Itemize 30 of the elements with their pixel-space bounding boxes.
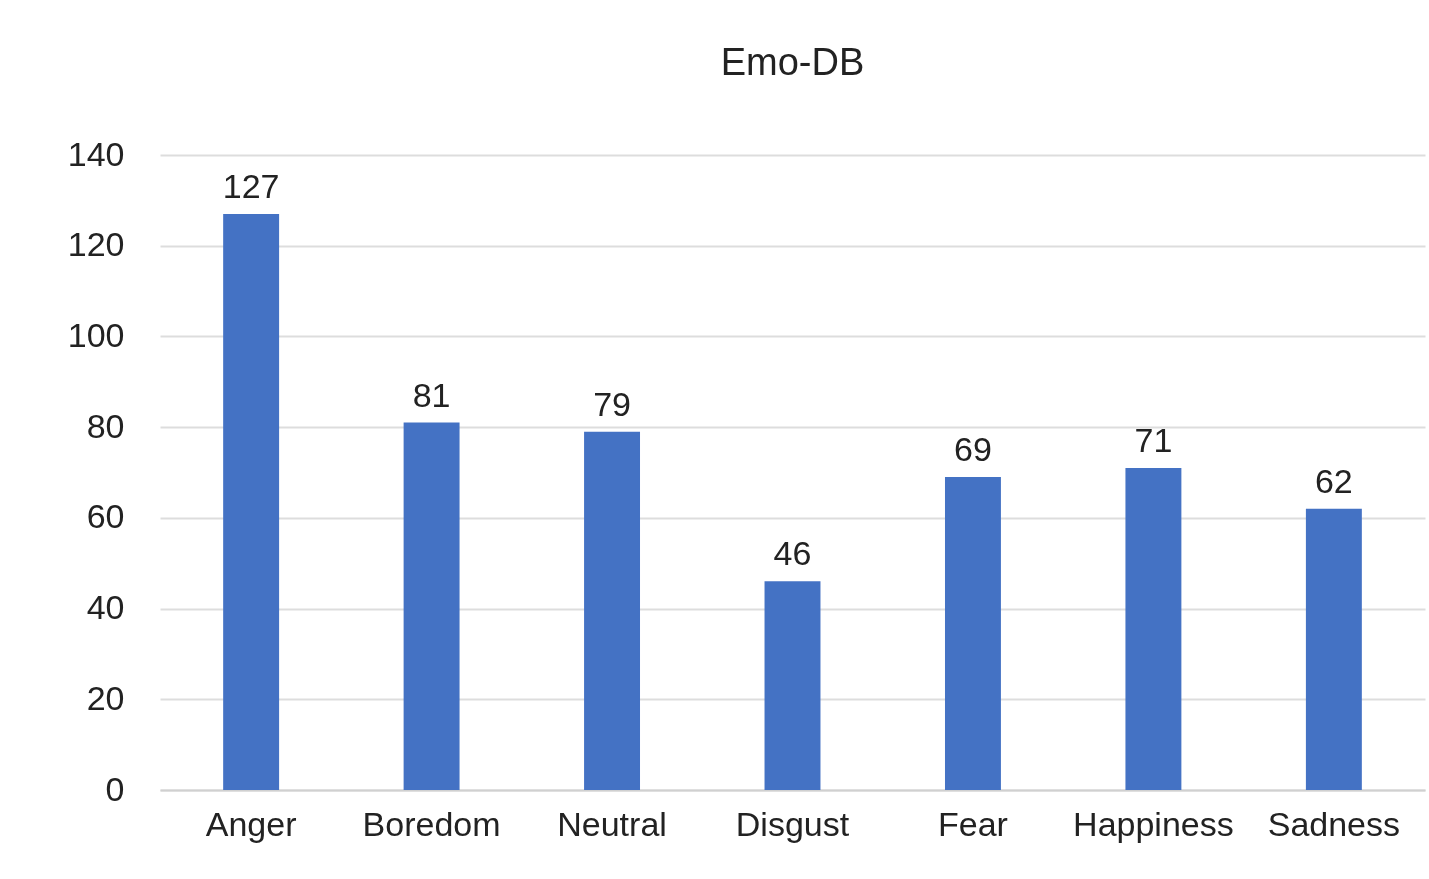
x-tick-label: Boredom: [362, 804, 501, 843]
x-tick-label: Fear: [938, 804, 1008, 843]
x-tick-label: Neutral: [557, 804, 667, 843]
data-label: 127: [222, 166, 280, 205]
bar: [403, 422, 460, 790]
bar: [584, 431, 641, 790]
data-label: 71: [1134, 420, 1173, 459]
data-label: 81: [412, 375, 451, 414]
y-tick-label: 20: [86, 678, 125, 717]
chart-title: Emo-DB: [720, 41, 865, 83]
bar: [944, 477, 1001, 790]
y-tick-label: 100: [67, 315, 125, 354]
data-label: 69: [954, 430, 992, 469]
x-tick-label: Sadness: [1267, 804, 1401, 843]
x-tick-label: Disgust: [735, 804, 850, 843]
data-label: 79: [593, 384, 631, 423]
bar: [1305, 508, 1362, 790]
y-tick-label: 40: [86, 588, 125, 627]
y-tick-label: 120: [67, 225, 125, 264]
y-tick-label: 60: [86, 497, 125, 536]
bar: [764, 581, 821, 790]
bar: [1125, 467, 1182, 790]
y-tick-label: 0: [105, 769, 125, 808]
data-label: 46: [773, 534, 812, 573]
x-tick-label: Anger: [205, 804, 297, 843]
data-label: 62: [1314, 461, 1353, 500]
y-tick-label: 80: [86, 406, 125, 445]
bar: [223, 213, 280, 790]
x-tick-label: Happiness: [1073, 804, 1234, 843]
y-tick-label: 140: [67, 134, 125, 173]
